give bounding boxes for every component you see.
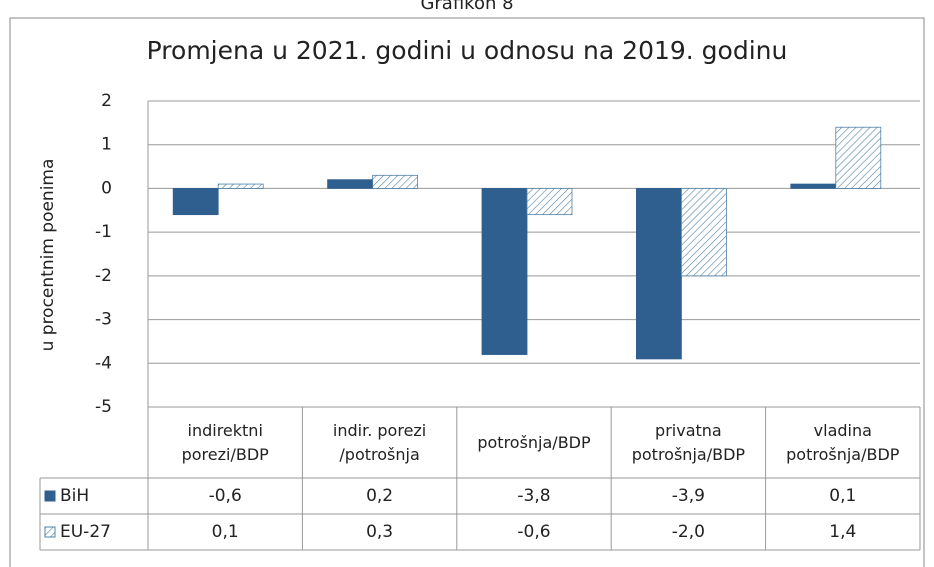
- y-tick-label: -2: [95, 266, 112, 286]
- legend-key: [44, 526, 56, 538]
- y-tick-label: -3: [95, 310, 112, 330]
- bar: [636, 188, 682, 360]
- table-value: 0,1: [211, 521, 239, 542]
- legend-label: EU-27: [60, 522, 111, 542]
- table-value: 0,3: [366, 521, 394, 542]
- bar: [372, 174, 419, 189]
- table-value: 1,4: [829, 521, 857, 542]
- category-label: privatna potrošnja/BDP: [631, 421, 746, 464]
- y-tick-label: 0: [101, 178, 112, 198]
- y-tick-label: 1: [101, 135, 112, 155]
- category-label: indirektni porezi/BDP: [181, 421, 269, 464]
- bar: [835, 126, 882, 189]
- table-value: 0,1: [829, 485, 857, 506]
- category-label: indir. porezi /potrošnja: [332, 421, 427, 464]
- bar: [526, 188, 573, 216]
- category-label: potrošnja/BDP: [477, 432, 591, 452]
- bar: [790, 183, 837, 189]
- bar: [481, 188, 528, 355]
- bar: [217, 183, 264, 189]
- category-label: vladina potrošnja/BDP: [786, 421, 900, 464]
- bar: [172, 188, 219, 216]
- bar: [327, 179, 374, 189]
- chart-title: Promjena u 2021. godini u odnosu na 2019…: [147, 36, 788, 65]
- caption: Grafikon 8: [420, 0, 513, 14]
- y-tick-label: -5: [95, 397, 112, 417]
- table-value: -2,0: [671, 521, 705, 542]
- legend-label: BiH: [60, 486, 89, 506]
- table-value: 0,2: [366, 485, 394, 506]
- y-tick-label: -4: [95, 353, 112, 373]
- bar: [681, 188, 727, 277]
- table-value: -0,6: [208, 485, 242, 506]
- chart-border: [9, 17, 925, 567]
- table-value: -3,8: [517, 485, 551, 506]
- y-tick-label: -1: [95, 222, 112, 242]
- y-tick-label: 2: [101, 91, 112, 111]
- y-axis-title: u procentnim poenima: [38, 159, 58, 352]
- legend-key: [44, 490, 56, 502]
- table-value: -3,9: [671, 485, 705, 506]
- table-value: -0,6: [517, 521, 551, 542]
